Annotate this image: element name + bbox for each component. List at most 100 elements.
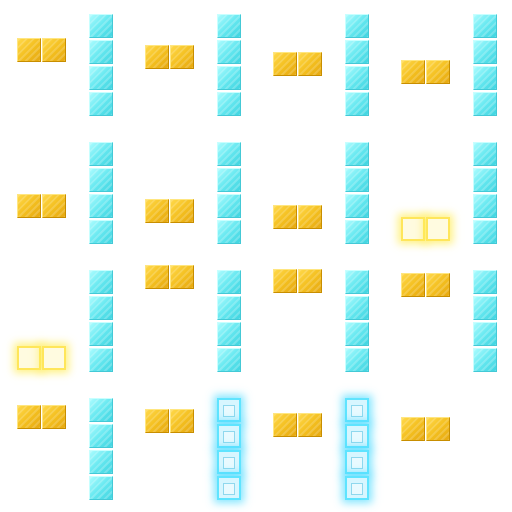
- gold-domino[interactable]: [273, 413, 323, 438]
- cyan-block-cell: [89, 92, 113, 116]
- gold-block-cell: [273, 269, 297, 293]
- cyan-bar[interactable]: [89, 142, 113, 246]
- cyan-block-cell: [345, 142, 369, 166]
- gold-block-cell: [426, 273, 450, 297]
- gold-block-cell: [170, 409, 194, 433]
- gold-block-cell: [298, 413, 322, 437]
- gold-block-cell: [401, 217, 425, 241]
- gold-block-cell: [145, 199, 169, 223]
- cyan-block-cell: [345, 450, 369, 474]
- gold-domino-highlighted[interactable]: [401, 217, 451, 242]
- cyan-block-cell: [89, 168, 113, 192]
- gold-domino[interactable]: [401, 60, 451, 85]
- cyan-block-cell: [473, 322, 497, 346]
- cyan-block-cell: [89, 194, 113, 218]
- cyan-block-cell: [217, 270, 241, 294]
- gold-domino[interactable]: [17, 38, 67, 63]
- cyan-block-cell: [217, 296, 241, 320]
- gold-block-cell: [42, 346, 66, 370]
- gold-block-cell: [426, 217, 450, 241]
- gold-block-cell: [273, 413, 297, 437]
- cyan-block-cell: [345, 476, 369, 500]
- gold-domino[interactable]: [145, 199, 195, 224]
- cyan-bar[interactable]: [217, 270, 241, 374]
- cyan-bar[interactable]: [89, 14, 113, 118]
- cyan-bar[interactable]: [89, 398, 113, 502]
- cyan-block-cell: [89, 14, 113, 38]
- cyan-block-cell: [473, 40, 497, 64]
- cyan-block-cell: [89, 476, 113, 500]
- gold-block-cell: [170, 265, 194, 289]
- cyan-bar[interactable]: [473, 142, 497, 246]
- cyan-bar[interactable]: [89, 270, 113, 374]
- cyan-block-cell: [345, 220, 369, 244]
- cyan-block-cell: [217, 92, 241, 116]
- gold-domino[interactable]: [273, 205, 323, 230]
- gold-block-cell: [170, 45, 194, 69]
- gold-domino[interactable]: [17, 405, 67, 430]
- cyan-block-cell: [217, 424, 241, 448]
- cyan-block-cell: [89, 424, 113, 448]
- gold-domino[interactable]: [145, 409, 195, 434]
- cyan-block-cell: [473, 296, 497, 320]
- gold-block-cell: [17, 346, 41, 370]
- gold-block-cell: [145, 409, 169, 433]
- cyan-block-cell: [217, 168, 241, 192]
- gold-block-cell: [298, 52, 322, 76]
- cyan-block-cell: [345, 14, 369, 38]
- gold-block-cell: [17, 38, 41, 62]
- cyan-bar[interactable]: [473, 14, 497, 118]
- cyan-bar[interactable]: [473, 270, 497, 374]
- cyan-block-cell: [217, 142, 241, 166]
- gold-block-cell: [401, 273, 425, 297]
- cyan-block-cell: [473, 66, 497, 90]
- gold-block-cell: [401, 417, 425, 441]
- cyan-block-cell: [345, 348, 369, 372]
- cyan-block-cell: [345, 66, 369, 90]
- cyan-bar-highlighted[interactable]: [217, 398, 241, 502]
- cyan-block-cell: [89, 270, 113, 294]
- cyan-block-cell: [473, 92, 497, 116]
- cyan-bar[interactable]: [217, 142, 241, 246]
- gold-block-cell: [273, 52, 297, 76]
- gold-block-cell: [17, 194, 41, 218]
- cyan-bar[interactable]: [345, 270, 369, 374]
- gold-domino[interactable]: [273, 52, 323, 77]
- cyan-block-cell: [217, 450, 241, 474]
- cyan-bar[interactable]: [217, 14, 241, 118]
- cyan-block-cell: [345, 194, 369, 218]
- cyan-block-cell: [89, 398, 113, 422]
- cyan-block-cell: [473, 194, 497, 218]
- cyan-block-cell: [345, 40, 369, 64]
- cyan-block-cell: [217, 40, 241, 64]
- gold-block-cell: [170, 199, 194, 223]
- gold-domino[interactable]: [145, 45, 195, 70]
- gold-block-cell: [273, 205, 297, 229]
- gold-domino[interactable]: [17, 194, 67, 219]
- cyan-bar[interactable]: [345, 14, 369, 118]
- gold-domino-highlighted[interactable]: [17, 346, 67, 371]
- cyan-block-cell: [345, 270, 369, 294]
- gold-domino[interactable]: [145, 265, 195, 290]
- cyan-block-cell: [89, 322, 113, 346]
- gold-block-cell: [426, 417, 450, 441]
- cyan-block-cell: [473, 168, 497, 192]
- gold-block-cell: [401, 60, 425, 84]
- cyan-block-cell: [473, 14, 497, 38]
- gold-domino[interactable]: [401, 273, 451, 298]
- cyan-block-cell: [217, 476, 241, 500]
- gold-domino[interactable]: [401, 417, 451, 442]
- cyan-bar-highlighted[interactable]: [345, 398, 369, 502]
- gold-domino[interactable]: [273, 269, 323, 294]
- cyan-block-cell: [345, 322, 369, 346]
- gold-block-cell: [298, 269, 322, 293]
- cyan-block-cell: [345, 398, 369, 422]
- gold-block-cell: [42, 405, 66, 429]
- gold-block-cell: [145, 45, 169, 69]
- cyan-block-cell: [473, 142, 497, 166]
- cyan-bar[interactable]: [345, 142, 369, 246]
- cyan-block-cell: [473, 220, 497, 244]
- gold-block-cell: [17, 405, 41, 429]
- gold-block-cell: [298, 205, 322, 229]
- cyan-block-cell: [473, 348, 497, 372]
